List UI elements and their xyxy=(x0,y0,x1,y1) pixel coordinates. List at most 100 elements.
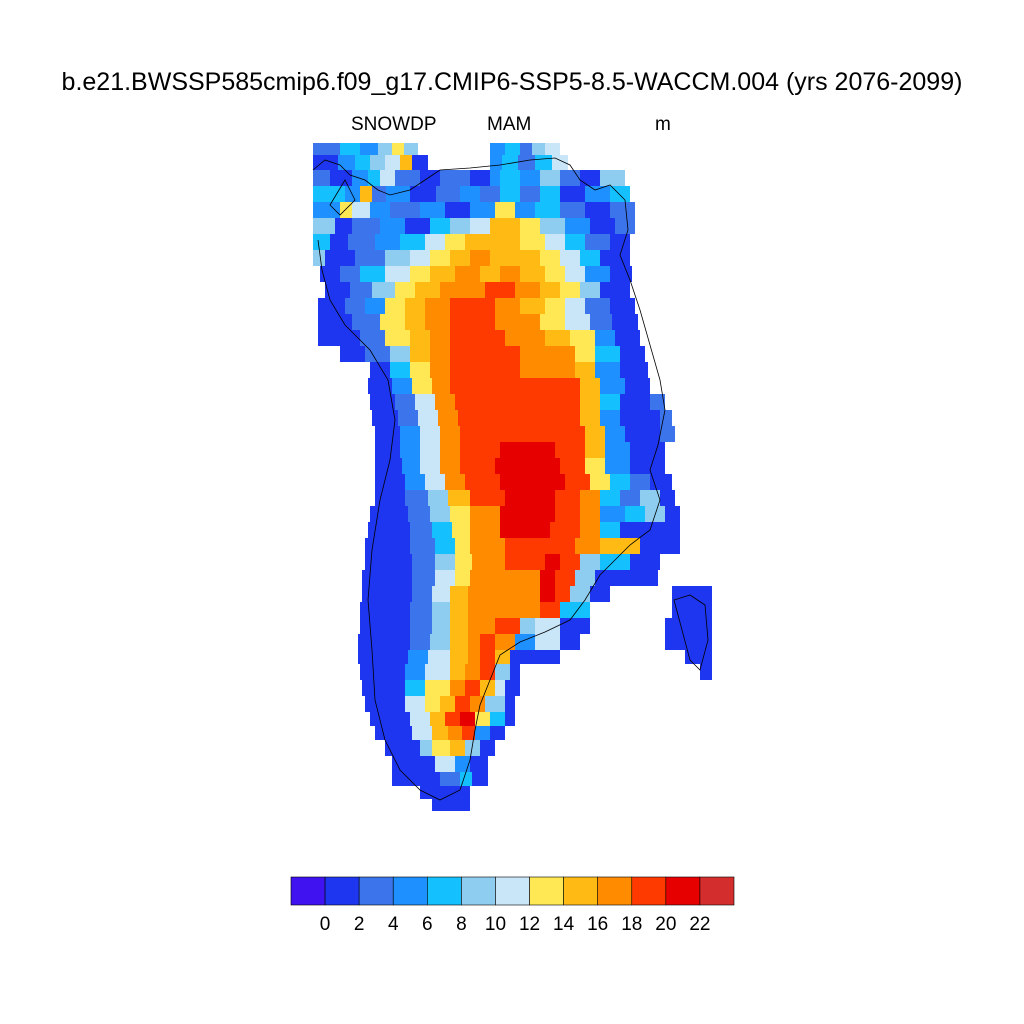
grid-cell xyxy=(465,740,480,756)
grid-cell xyxy=(540,586,555,602)
grid-cell xyxy=(600,490,620,506)
grid-cell xyxy=(625,378,650,394)
grid-cell xyxy=(520,266,545,282)
grid-cell xyxy=(515,314,540,330)
grid-cell xyxy=(420,786,470,799)
grid-cell xyxy=(500,186,520,202)
grid-cell xyxy=(470,490,505,506)
grid-cell xyxy=(418,410,438,426)
grid-cell xyxy=(430,266,455,282)
grid-cell xyxy=(313,250,325,266)
grid-cell xyxy=(313,170,330,186)
grid-cell xyxy=(540,218,565,234)
grid-cell xyxy=(660,426,675,442)
grid-cell xyxy=(345,298,365,314)
grid-cell xyxy=(472,554,505,570)
grid-cell xyxy=(580,378,600,394)
grid-cell xyxy=(500,586,540,602)
grid-cell xyxy=(365,538,410,554)
grid-cell xyxy=(430,506,450,522)
grid-cell xyxy=(385,250,410,266)
grid-cell xyxy=(352,314,380,330)
grid-cell xyxy=(468,634,480,650)
grid-cell xyxy=(432,602,450,618)
grid-cell xyxy=(545,378,580,394)
grid-cell xyxy=(605,458,630,474)
grid-cell xyxy=(485,696,505,712)
grid-cell xyxy=(455,696,470,712)
coastline-path xyxy=(673,594,709,671)
grid-cell xyxy=(540,314,565,330)
grid-cell xyxy=(480,186,500,202)
grid-cell xyxy=(405,314,425,330)
grid-cell xyxy=(362,586,412,602)
grid-cell xyxy=(490,170,500,186)
grid-cell xyxy=(595,330,615,346)
grid-cell xyxy=(325,250,355,266)
grid-cell xyxy=(330,234,348,250)
grid-cell xyxy=(468,650,480,664)
grid-cell xyxy=(460,442,500,458)
grid-cell xyxy=(345,186,360,202)
grid-cell xyxy=(605,442,630,458)
colorbar-box xyxy=(324,876,360,906)
grid-cell xyxy=(450,314,475,330)
grid-cell xyxy=(585,458,605,474)
grid-cell xyxy=(460,458,495,474)
grid-cell xyxy=(685,650,712,664)
grid-cell xyxy=(430,346,450,362)
grid-cell xyxy=(313,234,330,250)
grid-cell xyxy=(372,410,398,426)
grid-cell xyxy=(360,143,378,155)
grid-cell xyxy=(470,218,490,234)
grid-cell xyxy=(435,570,455,586)
grid-cell xyxy=(436,186,460,202)
grid-cell xyxy=(450,602,468,618)
grid-cell xyxy=(375,234,400,250)
grid-cell xyxy=(440,458,460,474)
grid-cell xyxy=(378,143,392,155)
grid-cell xyxy=(600,282,630,298)
grid-cell xyxy=(450,298,470,314)
grid-cell xyxy=(420,740,432,756)
colorbar-tick-label: 6 xyxy=(422,914,433,935)
grid-cell xyxy=(368,378,392,394)
grid-cell xyxy=(450,346,495,362)
grid-cell xyxy=(580,250,600,266)
grid-cell xyxy=(545,143,560,155)
grid-cell xyxy=(610,474,630,490)
grid-cell xyxy=(555,442,585,458)
grid-cell xyxy=(370,362,390,378)
grid-cell xyxy=(595,362,620,378)
grid-cell xyxy=(368,170,380,186)
grid-cell xyxy=(410,602,432,618)
grid-cell xyxy=(540,570,555,586)
grid-cell xyxy=(500,442,555,458)
grid-cell xyxy=(545,298,565,314)
grid-cell xyxy=(620,362,648,378)
grid-cell xyxy=(445,234,465,250)
grid-cell xyxy=(440,282,462,298)
grid-cell xyxy=(375,442,400,458)
grid-cell xyxy=(470,170,490,186)
coastline-path xyxy=(329,179,356,216)
grid-cell xyxy=(560,202,585,218)
grid-cell xyxy=(610,202,635,218)
grid-cell xyxy=(390,362,410,378)
grid-cell xyxy=(490,155,502,170)
grid-cell xyxy=(450,362,520,378)
grid-cell xyxy=(672,586,712,602)
grid-cell xyxy=(545,346,575,362)
grid-cell xyxy=(438,410,458,426)
grid-cell xyxy=(404,143,418,155)
grid-cell xyxy=(495,346,520,362)
grid-cell xyxy=(460,772,472,786)
grid-cell xyxy=(380,314,405,330)
grid-cell xyxy=(630,458,665,474)
grid-cell xyxy=(455,394,580,410)
grid-cell xyxy=(525,330,545,346)
grid-cell xyxy=(410,362,430,378)
grid-cell xyxy=(425,314,450,330)
grid-cell xyxy=(450,378,520,394)
grid-cell xyxy=(470,538,505,554)
